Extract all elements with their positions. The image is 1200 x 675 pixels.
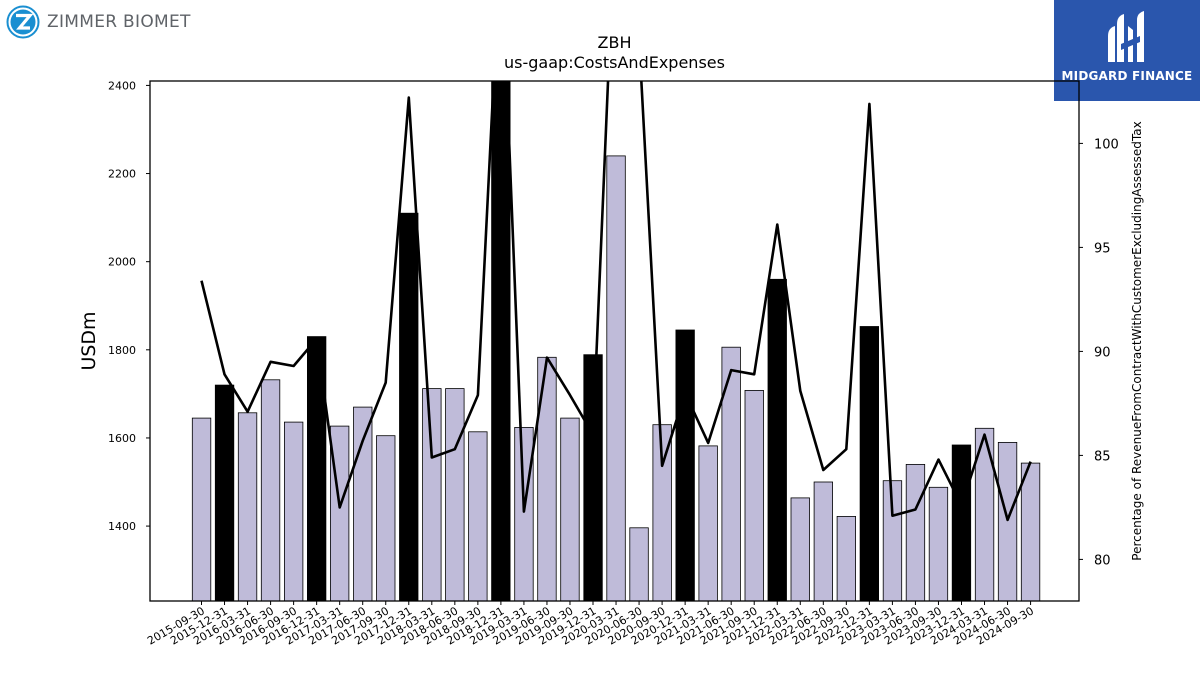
bar-2015-09-30 bbox=[191, 417, 212, 601]
bar-2022-09-30 bbox=[836, 516, 856, 601]
bar-2023-03-31 bbox=[882, 480, 903, 601]
bar-2018-06-30 bbox=[445, 388, 465, 601]
bar-2019-12-31 bbox=[583, 354, 603, 601]
y-tick-label-1400: 1400 bbox=[108, 520, 136, 533]
line-series bbox=[200, 81, 1032, 522]
bar-2018-03-31 bbox=[422, 388, 442, 601]
bar-2016-12-31 bbox=[306, 336, 327, 601]
zimmer-biomet-wordmark: ZIMMER BIOMET bbox=[47, 12, 191, 32]
bar-2020-09-30 bbox=[652, 424, 672, 601]
y2-tick-label-95: 95 bbox=[1094, 241, 1111, 256]
chart-title: ZBH bbox=[598, 33, 632, 52]
midgard-finance-logo: MIDGARD FINANCE bbox=[1054, 0, 1200, 101]
y2-tick-label-85: 85 bbox=[1094, 449, 1111, 464]
bar-2021-06-30 bbox=[721, 346, 741, 601]
bar-2021-03-31 bbox=[698, 445, 718, 601]
axes: 140016001800200022002400808590951002015-… bbox=[108, 79, 1119, 647]
zimmer-biomet-emblem-icon bbox=[6, 5, 40, 39]
bar-2021-12-31 bbox=[767, 278, 787, 601]
plot-frame bbox=[149, 80, 1080, 602]
y2-axis-label: Percentage of RevenueFromContractWithCus… bbox=[1130, 121, 1144, 560]
midgard-finance-emblem-icon bbox=[1108, 11, 1144, 62]
y-tick-label-2400: 2400 bbox=[108, 79, 136, 92]
bar-2024-06-30 bbox=[997, 441, 1018, 601]
bar-2019-03-31 bbox=[514, 426, 534, 601]
bar-2017-12-31 bbox=[399, 212, 419, 601]
bar-2023-06-30 bbox=[905, 463, 926, 601]
bar-2015-12-31 bbox=[214, 384, 235, 601]
bar-2016-06-30 bbox=[260, 379, 281, 601]
bar-2017-09-30 bbox=[376, 435, 396, 601]
y2-tick-label-80: 80 bbox=[1094, 553, 1111, 568]
bar-2022-03-31 bbox=[790, 497, 810, 601]
bar-2020-12-31 bbox=[675, 329, 695, 601]
bar-2020-03-31 bbox=[606, 155, 626, 601]
y-tick-label-2200: 2200 bbox=[108, 168, 136, 181]
y-tick-label-1600: 1600 bbox=[108, 432, 136, 445]
ratio-line bbox=[200, 81, 1032, 522]
bar-2022-06-30 bbox=[813, 481, 833, 601]
bar-2023-12-31 bbox=[951, 444, 972, 601]
y-tick-label-1800: 1800 bbox=[108, 344, 136, 357]
bar-2019-09-30 bbox=[560, 417, 580, 601]
bar-2022-12-31 bbox=[859, 326, 879, 601]
chart-subtitle: us-gaap:CostsAndExpenses bbox=[504, 53, 725, 72]
bar-2016-03-31 bbox=[237, 412, 258, 601]
bar-2023-09-30 bbox=[928, 486, 949, 601]
bar-2016-09-30 bbox=[283, 421, 304, 601]
y2-tick-label-90: 90 bbox=[1094, 345, 1111, 360]
bar-2020-06-30 bbox=[629, 527, 649, 601]
bar-2024-09-30 bbox=[1020, 462, 1041, 601]
midgard-finance-wordmark: MIDGARD FINANCE bbox=[1061, 69, 1193, 83]
y2-tick-label-100: 100 bbox=[1094, 137, 1119, 152]
bar-2018-09-30 bbox=[468, 431, 488, 601]
bar-2021-09-30 bbox=[744, 389, 764, 601]
zimmer-biomet-logo: ZIMMER BIOMET bbox=[6, 5, 191, 39]
y-tick-label-2000: 2000 bbox=[108, 256, 136, 269]
bar-series bbox=[191, 81, 1041, 601]
y-axis-label: USDm bbox=[78, 311, 100, 370]
bar-2017-06-30 bbox=[353, 406, 373, 601]
